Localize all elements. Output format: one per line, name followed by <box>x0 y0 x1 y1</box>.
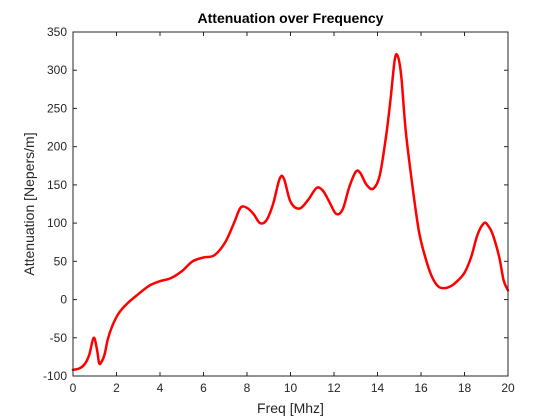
x-tick-label: 14 <box>371 381 385 395</box>
x-tick-label: 4 <box>157 381 164 395</box>
y-tick-label: -50 <box>50 331 68 345</box>
series-layer <box>71 52 510 372</box>
y-tick-label: 0 <box>60 293 67 307</box>
axes-box <box>72 31 509 377</box>
x-tick-label: 0 <box>70 381 77 395</box>
x-tick-label: 16 <box>414 381 428 395</box>
y-tick-label: 50 <box>54 254 68 268</box>
y-axis-label: Attenuation [Nepers/m] <box>21 132 37 275</box>
x-tick-label: 8 <box>244 381 251 395</box>
x-tick-label: 10 <box>284 381 298 395</box>
x-tick-label: 6 <box>200 381 207 395</box>
x-tick-label: 2 <box>113 381 120 395</box>
ticks-layer: 0 2 4 6 8 10 12 14 16 18 20 -100 -50 0 50 100 150 200 250 3… <box>43 25 515 395</box>
x-tick-label: 18 <box>458 381 472 395</box>
y-tick-label: 350 <box>47 25 67 39</box>
y-tick-label: 250 <box>47 101 67 115</box>
y-tick-label: 150 <box>47 178 67 192</box>
x-tick-label: 12 <box>327 381 341 395</box>
y-tick-label: -100 <box>43 369 67 383</box>
chart-title: Attenuation over Frequency <box>198 10 384 26</box>
y-tick-label: 200 <box>47 140 67 154</box>
y-tick-label: 100 <box>47 216 67 230</box>
x-axis-label: Freq [Mhz] <box>257 400 324 416</box>
y-tick-label: 300 <box>47 63 67 77</box>
series-line-0 <box>71 52 510 372</box>
x-tick-label: 20 <box>501 381 515 395</box>
